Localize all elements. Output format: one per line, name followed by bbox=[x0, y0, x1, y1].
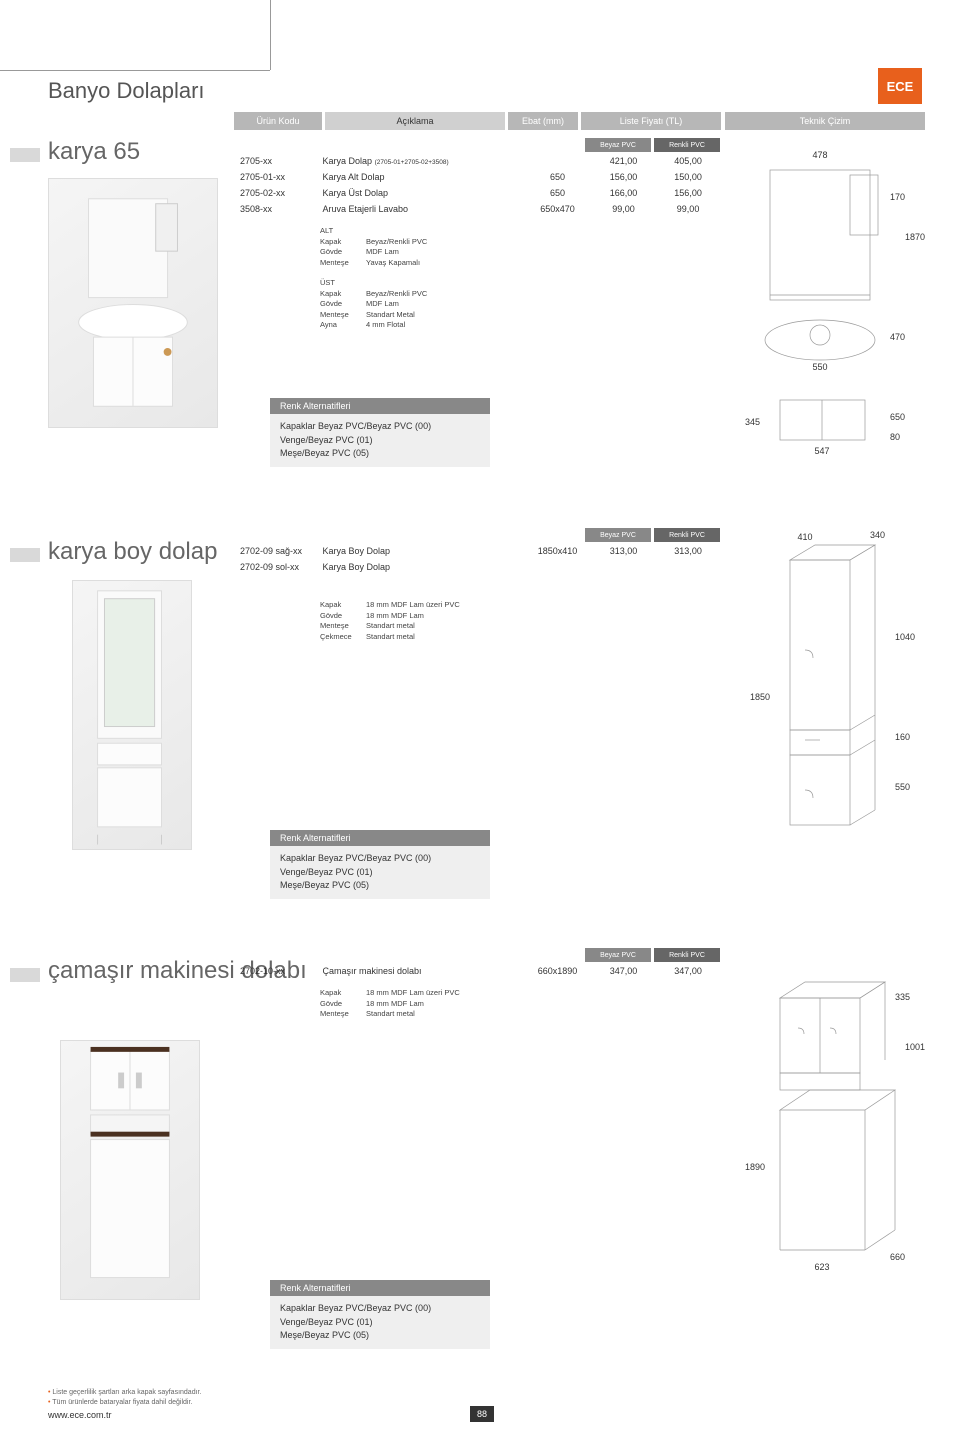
renk-body: Kapaklar Beyaz PVC/Beyaz PVC (00) Venge/… bbox=[270, 1296, 490, 1349]
svg-text:1870: 1870 bbox=[905, 232, 925, 242]
table-row: 2705-02-xx Karya Üst Dolap 650 166,00 15… bbox=[240, 188, 719, 198]
footer-notes: • Liste geçerlilik şartları arka kapak s… bbox=[48, 1388, 201, 1408]
sub-header-beyaz: Beyaz PVC bbox=[585, 528, 651, 542]
spec-block: Kapak18 mm MDF Lam üzeri PVC Gövde18 mm … bbox=[320, 600, 460, 642]
header-cizim: Teknik Çizim bbox=[725, 112, 925, 130]
svg-text:340: 340 bbox=[870, 530, 885, 540]
spec-ust: ÜST KapakBeyaz/Renkli PVC GövdeMDF Lam M… bbox=[320, 278, 427, 331]
svg-text:1001: 1001 bbox=[905, 1042, 925, 1052]
svg-text:623: 623 bbox=[814, 1262, 829, 1272]
tech-drawing-camasir: 335 1001 1890 623 660 bbox=[730, 970, 930, 1290]
divider-vertical bbox=[270, 0, 271, 70]
cell-p1: 421,00 bbox=[593, 156, 655, 166]
page-title: Banyo Dolapları bbox=[48, 78, 205, 104]
cell-p2: 405,00 bbox=[657, 156, 719, 166]
svg-text:650: 650 bbox=[890, 412, 905, 422]
tech-drawing-boydolap: 410 340 1850 1040 160 550 bbox=[730, 530, 930, 860]
svg-text:1850: 1850 bbox=[750, 692, 770, 702]
svg-text:550: 550 bbox=[895, 782, 910, 792]
svg-text:345: 345 bbox=[745, 417, 760, 427]
svg-text:160: 160 bbox=[895, 732, 910, 742]
page-number: 88 bbox=[470, 1406, 494, 1422]
spec-block: Kapak18 mm MDF Lam üzeri PVC Gövde18 mm … bbox=[320, 988, 460, 1020]
header-ebat: Ebat (mm) bbox=[508, 112, 578, 130]
renk-body: Kapaklar Beyaz PVC/Beyaz PVC (00) Venge/… bbox=[270, 846, 490, 899]
cell-code: 2705-xx bbox=[240, 156, 320, 166]
product-photo-camasir bbox=[60, 1040, 200, 1300]
renk-header: Renk Alternatifleri bbox=[270, 398, 490, 414]
column-headers: Ürün Kodu Açıklama Ebat (mm) Liste Fiyat… bbox=[0, 112, 960, 132]
header-aciklama: Açıklama bbox=[325, 112, 505, 130]
cell-desc: Karya Dolap (2705-01+2705-02+3508) bbox=[323, 156, 523, 166]
table-row: 2705-01-xx Karya Alt Dolap 650 156,00 15… bbox=[240, 172, 719, 182]
tech-drawing-karya65: 1870 478 170 470 550 547 650 345 80 bbox=[730, 140, 930, 460]
svg-text:470: 470 bbox=[890, 332, 905, 342]
svg-text:170: 170 bbox=[890, 192, 905, 202]
photo-placeholder-icon bbox=[49, 179, 217, 426]
divider-horizontal bbox=[0, 70, 270, 71]
svg-text:1040: 1040 bbox=[895, 632, 915, 642]
table-row: 2702-09 sol-xx Karya Boy Dolap bbox=[240, 562, 719, 572]
table-row: 2702-10-xx Çamaşır makinesi dolabı 660x1… bbox=[240, 966, 719, 976]
product-photo-karya65 bbox=[48, 178, 218, 428]
section2-title: karya boy dolap bbox=[48, 538, 217, 566]
sub-header-renkli: Renkli PVC bbox=[654, 948, 720, 962]
header-urun-kodu: Ürün Kodu bbox=[234, 112, 322, 130]
renk-body: Kapaklar Beyaz PVC/Beyaz PVC (00) Venge/… bbox=[270, 414, 490, 467]
table-row: 2702-09 sağ-xx Karya Boy Dolap 1850x410 … bbox=[240, 546, 719, 556]
sub-header-renkli: Renkli PVC bbox=[654, 138, 720, 152]
renk-header: Renk Alternatifleri bbox=[270, 830, 490, 846]
brand-badge: ECE bbox=[878, 68, 922, 104]
sub-header-beyaz: Beyaz PVC bbox=[585, 948, 651, 962]
spec-alt: ALT KapakBeyaz/Renkli PVC GövdeMDF Lam M… bbox=[320, 226, 427, 268]
svg-text:550: 550 bbox=[812, 362, 827, 372]
section-stub bbox=[10, 148, 40, 162]
header-fiyat: Liste Fiyatı (TL) bbox=[581, 112, 721, 130]
footer-url: www.ece.com.tr bbox=[48, 1410, 112, 1420]
svg-text:80: 80 bbox=[890, 432, 900, 442]
section-stub bbox=[10, 968, 40, 982]
svg-text:660: 660 bbox=[890, 1252, 905, 1262]
renk-header: Renk Alternatifleri bbox=[270, 1280, 490, 1296]
svg-text:1890: 1890 bbox=[745, 1162, 765, 1172]
table-row: 2705-xx Karya Dolap (2705-01+2705-02+350… bbox=[240, 156, 719, 166]
table-row: 3508-xx Aruva Etajerli Lavabo 650x470 99… bbox=[240, 204, 719, 214]
svg-text:547: 547 bbox=[814, 446, 829, 456]
sub-header-renkli: Renkli PVC bbox=[654, 528, 720, 542]
svg-text:478: 478 bbox=[812, 150, 827, 160]
section1-title: karya 65 bbox=[48, 138, 140, 166]
product-photo-boydolap bbox=[72, 580, 192, 850]
svg-text:335: 335 bbox=[895, 992, 910, 1002]
svg-text:410: 410 bbox=[797, 532, 812, 542]
section-stub bbox=[10, 548, 40, 562]
sub-header-beyaz: Beyaz PVC bbox=[585, 138, 651, 152]
